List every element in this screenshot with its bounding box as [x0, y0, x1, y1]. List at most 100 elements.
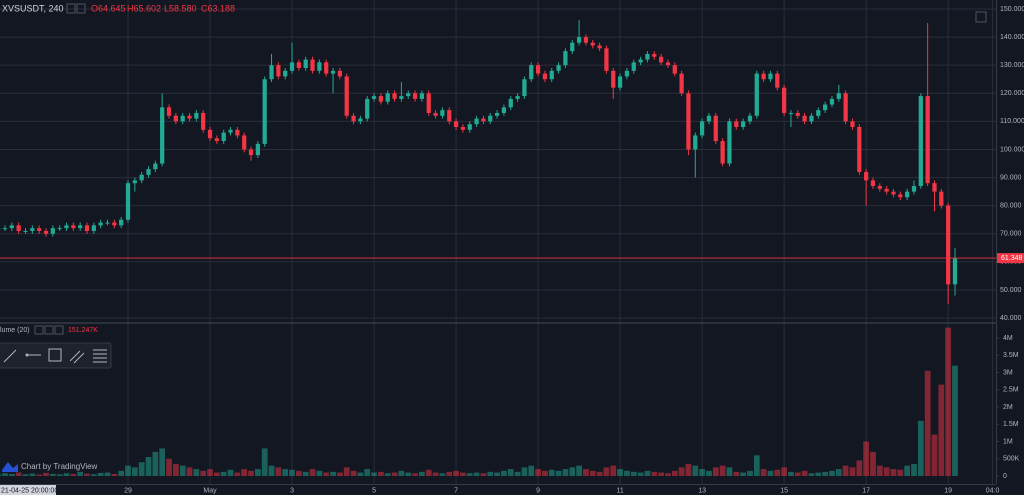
volume-eye-button[interactable] [34, 325, 44, 335]
candle-body [829, 98, 835, 105]
volume-value: 151.247K [68, 327, 98, 334]
candle-body [488, 115, 493, 122]
volume-bar [849, 467, 856, 476]
volume-bar [938, 384, 945, 476]
candle-body [611, 70, 616, 88]
ohlc-open: O64.645 [91, 3, 126, 13]
candle-body [125, 183, 131, 220]
candle-body [529, 65, 534, 80]
y-tick-label: 120.000 [1000, 90, 1024, 97]
candle-body [802, 115, 807, 122]
candle-body [549, 70, 554, 80]
volume-bar [63, 473, 70, 476]
candle-body [57, 228, 62, 230]
candle-body [160, 107, 165, 164]
horizontal-ray-tool[interactable] [25, 353, 42, 357]
candle-body [911, 186, 917, 192]
rectangle-tool[interactable] [48, 348, 62, 362]
trend-line-tool[interactable] [3, 349, 17, 363]
candle-body [467, 124, 472, 130]
candle-body [337, 70, 343, 77]
candle-body [788, 112, 794, 114]
volume-close-button[interactable] [54, 325, 64, 335]
volume-settings-button[interactable] [44, 325, 54, 335]
candle-body [741, 121, 746, 128]
candle-body [679, 73, 684, 94]
candle-body [447, 110, 452, 122]
volume-bar [555, 470, 562, 476]
volume-bar [753, 455, 760, 476]
volume-bar [897, 469, 904, 476]
x-tick-label: May [203, 487, 217, 494]
volume-bar [760, 469, 767, 476]
ohlc-low: L58.580 [164, 3, 197, 13]
volume-bar [924, 370, 931, 476]
candle-body [754, 73, 759, 116]
volume-bar [241, 469, 248, 476]
volume-bar [507, 469, 514, 476]
candle-body [255, 143, 260, 156]
volume-bar [931, 434, 938, 476]
volume-bar [610, 465, 617, 476]
candle-body [939, 191, 944, 206]
candle-body [23, 230, 28, 232]
volume-bar [794, 472, 801, 476]
volume-bar [193, 469, 200, 476]
volume-bar [863, 441, 870, 476]
volume-bar [808, 473, 815, 476]
volume-bar [733, 471, 740, 476]
candle-body [946, 205, 951, 285]
volume-bar [514, 471, 521, 476]
candle-body [30, 228, 35, 231]
volume-bar [890, 469, 897, 476]
eye-button[interactable] [66, 3, 76, 14]
y-tick-label: 70.000 [1000, 231, 1022, 238]
volume-bar [425, 469, 432, 476]
volume-bar [398, 470, 405, 476]
candle-body [194, 112, 199, 119]
fib-tool[interactable] [93, 349, 107, 363]
volume-bar [275, 467, 282, 476]
volume-bar [145, 457, 152, 476]
candle-body [166, 107, 172, 116]
candle-body [392, 93, 397, 99]
candle-body [864, 171, 869, 181]
candle-body [406, 93, 411, 97]
settings-button[interactable] [76, 3, 86, 14]
candle-body [638, 59, 643, 63]
volume-bar [665, 473, 671, 476]
volume-bar [77, 471, 84, 476]
volume-bar [651, 471, 658, 476]
candle-body [351, 115, 356, 122]
volume-bar [747, 470, 753, 476]
candle-body [139, 174, 144, 181]
maximize-button[interactable] [975, 11, 987, 23]
candle-body [91, 225, 96, 231]
drawing-toolbar [0, 342, 112, 369]
parallel-channel-tool[interactable] [69, 350, 85, 364]
volume-bar [70, 473, 77, 476]
volume-bar [480, 473, 487, 476]
candle-body [324, 62, 329, 74]
candle-body [207, 129, 213, 139]
candle-body [699, 121, 705, 136]
x-tick-label: 11 [616, 487, 623, 494]
candle-body [542, 73, 548, 80]
candle-body [16, 225, 21, 231]
y-tick-label: 150.000 [1000, 6, 1024, 13]
volume-bar [357, 472, 364, 476]
volume-bar [2, 473, 8, 476]
volume-bar [296, 470, 302, 476]
volume-bar [576, 465, 582, 476]
candle-body [693, 135, 698, 150]
candle-body [652, 53, 657, 57]
candle-body [515, 96, 520, 99]
candle-body [303, 59, 308, 68]
candle-body [132, 180, 137, 184]
volume-bar [678, 467, 685, 476]
candle-body [248, 149, 254, 156]
candle-body [262, 79, 267, 144]
volume-bar [740, 472, 746, 476]
volume-bar [22, 474, 29, 476]
